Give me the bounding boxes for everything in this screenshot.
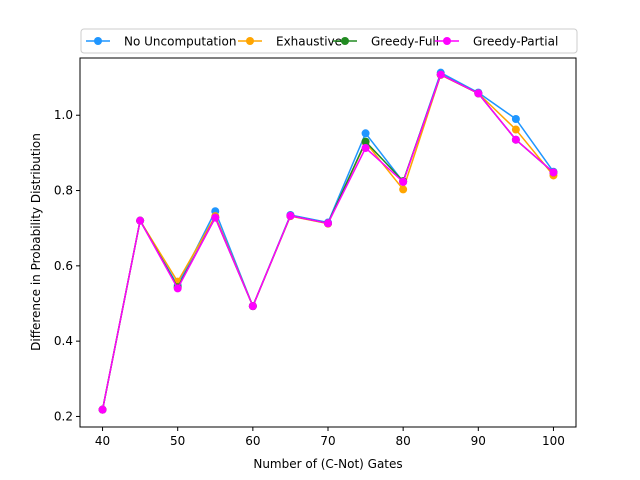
data-point [549, 168, 558, 177]
data-point [511, 125, 520, 134]
x-tick-label: 50 [170, 434, 185, 448]
x-tick-label: 90 [471, 434, 486, 448]
y-tick-label: 0.2 [54, 409, 73, 423]
data-point [511, 114, 520, 123]
data-point [248, 302, 257, 311]
legend-label: Greedy-Full [371, 35, 439, 49]
data-point [324, 219, 332, 228]
legend-label: No Uncomputation [124, 35, 236, 49]
data-point [361, 137, 370, 146]
series-1 [98, 68, 558, 414]
series-line [101, 73, 554, 410]
y-tick-label: 0.6 [54, 259, 73, 273]
series-3 [98, 70, 558, 414]
data-point [511, 135, 520, 144]
legend-marker [94, 37, 102, 45]
y-axis-label: Difference in Probability Distribution [29, 133, 43, 351]
legend-label: Greedy-Partial [473, 35, 558, 49]
legend-marker [341, 37, 349, 45]
legend: No Uncomputation Exhaustive Greedy-Full Gre… [80, 28, 578, 54]
data-point [361, 143, 370, 152]
series-line [101, 73, 554, 410]
data-point [98, 405, 107, 414]
legend-item: Greedy-Partial [435, 35, 558, 49]
series-4 [98, 70, 558, 414]
y-tick-label: 1.0 [54, 108, 73, 122]
y-axis-ticks: 0.2 0.4 0.6 0.8 1.0 [54, 108, 80, 423]
x-tick-label: 40 [95, 434, 110, 448]
x-tick-label: 100 [542, 434, 565, 448]
data-point [286, 211, 295, 220]
series-2 [98, 70, 558, 414]
legend-marker [246, 37, 254, 45]
data-point [361, 129, 370, 138]
data-point [436, 70, 445, 79]
data-point [136, 216, 145, 225]
series-line [101, 71, 555, 410]
series-line [101, 74, 555, 410]
legend-item: Greedy-Full [333, 35, 439, 49]
x-tick-label: 60 [245, 434, 260, 448]
plot-area [79, 57, 577, 428]
x-axis-label: Number of (C-Not) Gates [253, 457, 402, 471]
data-point [211, 213, 220, 222]
legend-marker [443, 37, 451, 45]
legend-frame [80, 28, 578, 54]
legend-item: Exhaustive [238, 35, 342, 49]
y-tick-label: 0.4 [54, 334, 73, 348]
y-tick-label: 0.8 [54, 184, 73, 198]
data-point [399, 185, 408, 194]
legend-item: No Uncomputation [86, 35, 236, 49]
data-point [399, 177, 408, 186]
data-point [474, 89, 483, 98]
x-tick-label: 70 [320, 434, 335, 448]
x-axis-ticks: 40 50 60 70 80 90 100 [95, 427, 565, 448]
legend-label: Exhaustive [276, 35, 342, 49]
x-tick-label: 80 [396, 434, 411, 448]
data-point [173, 284, 182, 293]
